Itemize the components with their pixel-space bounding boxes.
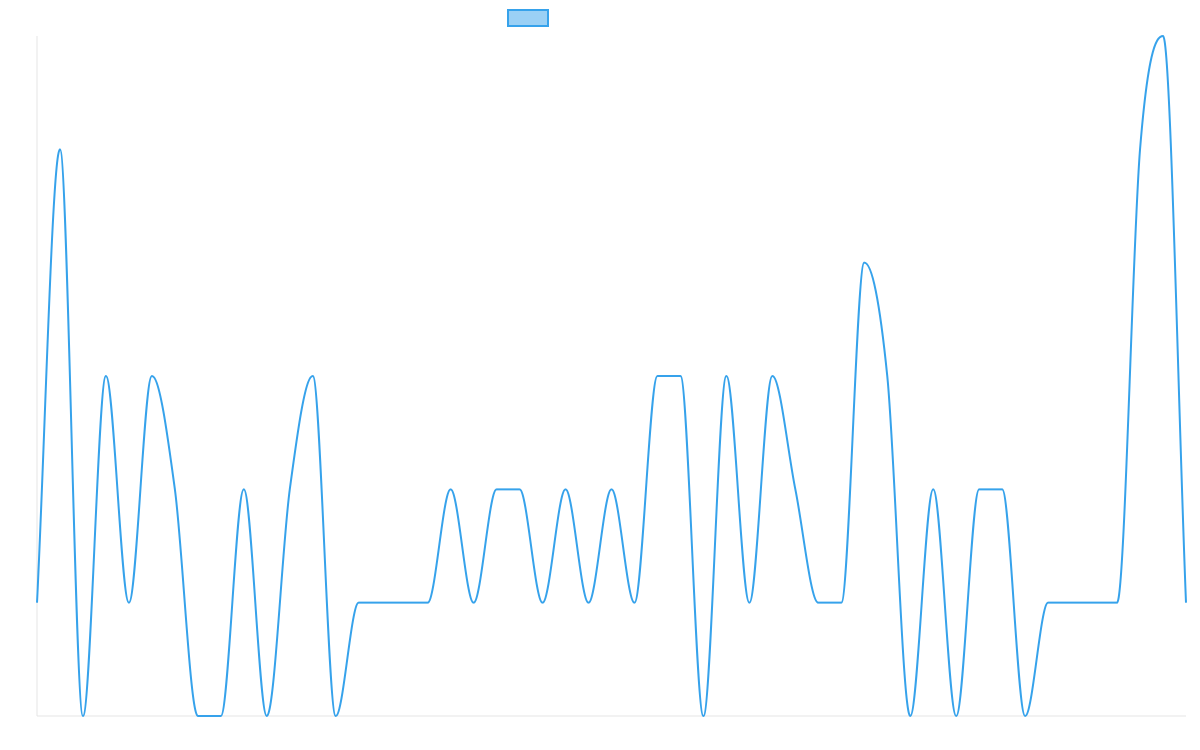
data-point[interactable] — [356, 600, 362, 606]
data-point[interactable] — [471, 600, 477, 606]
data-point[interactable] — [907, 713, 913, 719]
data-point[interactable] — [838, 600, 844, 606]
data-point[interactable] — [815, 600, 821, 606]
data-point[interactable] — [540, 600, 546, 606]
data-point[interactable] — [631, 600, 637, 606]
data-point[interactable] — [379, 600, 385, 606]
data-point[interactable] — [792, 486, 798, 492]
data-point[interactable] — [586, 600, 592, 606]
data-point[interactable] — [103, 373, 109, 379]
data-point[interactable] — [402, 600, 408, 606]
data-point[interactable] — [953, 713, 959, 719]
data-point[interactable] — [1022, 713, 1028, 719]
data-point[interactable] — [264, 713, 270, 719]
data-point[interactable] — [1183, 600, 1189, 606]
data-point[interactable] — [609, 486, 615, 492]
data-point[interactable] — [700, 713, 706, 719]
data-point[interactable] — [769, 373, 775, 379]
data-point[interactable] — [333, 713, 339, 719]
data-point[interactable] — [425, 600, 431, 606]
data-point[interactable] — [654, 373, 660, 379]
data-point[interactable] — [1045, 600, 1051, 606]
data-point[interactable] — [930, 486, 936, 492]
legend-swatch[interactable] — [507, 9, 549, 27]
data-point[interactable] — [218, 713, 224, 719]
data-point[interactable] — [976, 486, 982, 492]
data-point[interactable] — [517, 486, 523, 492]
data-point[interactable] — [195, 713, 201, 719]
data-point[interactable] — [1068, 600, 1074, 606]
data-point[interactable] — [1114, 600, 1120, 606]
series-layer — [34, 33, 1189, 719]
data-point[interactable] — [861, 260, 867, 266]
data-point[interactable] — [57, 146, 63, 152]
data-point[interactable] — [884, 373, 890, 379]
data-point[interactable] — [563, 486, 569, 492]
data-point[interactable] — [287, 486, 293, 492]
data-point[interactable] — [241, 486, 247, 492]
data-point[interactable] — [149, 373, 155, 379]
series-line-0 — [36, 35, 1187, 717]
legend[interactable] — [507, 9, 549, 27]
data-point[interactable] — [723, 373, 729, 379]
data-point[interactable] — [34, 600, 40, 606]
data-point[interactable] — [999, 486, 1005, 492]
data-point[interactable] — [1091, 600, 1097, 606]
data-point[interactable] — [80, 713, 86, 719]
data-point[interactable] — [494, 486, 500, 492]
data-point[interactable] — [1137, 146, 1143, 152]
data-point[interactable] — [310, 373, 316, 379]
data-point[interactable] — [172, 486, 178, 492]
data-point[interactable] — [677, 373, 683, 379]
data-point[interactable] — [1160, 33, 1166, 39]
data-point[interactable] — [126, 600, 132, 606]
data-point[interactable] — [746, 600, 752, 606]
data-point[interactable] — [448, 486, 454, 492]
